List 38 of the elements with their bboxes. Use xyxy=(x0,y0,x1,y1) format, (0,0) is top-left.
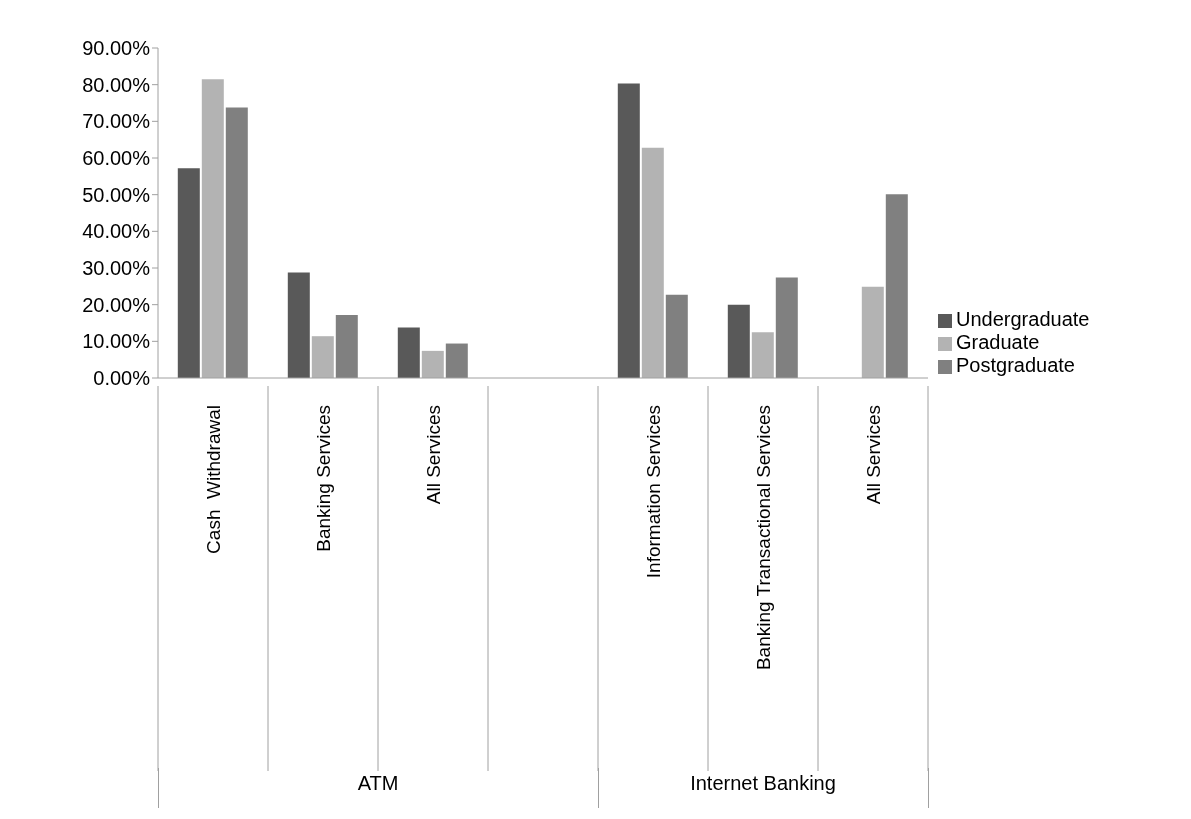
y-tick-label: 0.00% xyxy=(93,367,151,390)
bar xyxy=(665,294,688,378)
y-tick-label: 70.00% xyxy=(82,110,151,133)
bar xyxy=(177,168,200,378)
bar xyxy=(775,277,798,378)
x-tick-label: Banking Services xyxy=(313,405,334,552)
y-tick-label: 60.00% xyxy=(82,147,151,170)
bar xyxy=(617,83,640,378)
y-tick-label: 50.00% xyxy=(82,183,151,206)
legend-label: Graduate xyxy=(956,331,1040,353)
y-tick-label: 80.00% xyxy=(82,73,151,96)
x-tick-label: Banking Transactional Services xyxy=(753,405,774,671)
text: ATM xyxy=(356,772,400,795)
x-tick-label: All Services xyxy=(863,405,884,505)
x-tick-label: Information Services xyxy=(643,405,664,579)
bar xyxy=(727,304,750,378)
bar xyxy=(201,79,224,378)
x-tick-label: Cash Withdrawal xyxy=(203,405,224,554)
bar xyxy=(225,107,248,378)
y-tick-label: 90.00% xyxy=(82,37,151,60)
bar xyxy=(311,336,334,378)
bar xyxy=(861,286,884,378)
text: Internet Banking xyxy=(689,772,837,795)
legend-label: Postgraduate xyxy=(956,354,1075,376)
y-tick-label: 10.00% xyxy=(82,330,151,353)
bar xyxy=(397,327,420,378)
x-tick-label: All Services xyxy=(423,405,444,505)
bar xyxy=(421,350,444,378)
bar xyxy=(885,194,908,378)
bar xyxy=(287,272,310,378)
bar xyxy=(335,314,358,378)
y-tick-label: 30.00% xyxy=(82,257,151,280)
bar xyxy=(445,343,468,378)
legend-label: Undergraduate xyxy=(956,308,1090,330)
y-tick-label: 20.00% xyxy=(82,293,151,316)
y-tick-label: 40.00% xyxy=(82,220,151,243)
bar xyxy=(641,147,664,378)
bar xyxy=(751,332,774,378)
